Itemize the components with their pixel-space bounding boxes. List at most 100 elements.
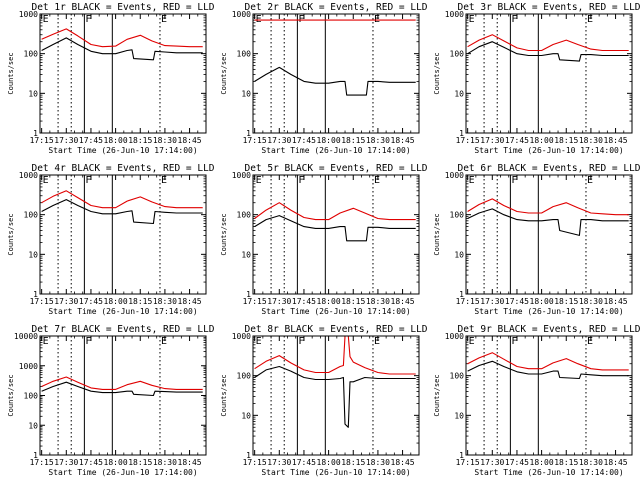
events-series-line bbox=[467, 360, 629, 380]
y-tick-label: 1 bbox=[33, 290, 38, 299]
y-tick-label: 100 bbox=[24, 392, 39, 401]
y-tick-label: 100 bbox=[450, 50, 465, 59]
segment-marker-e: E bbox=[43, 14, 49, 25]
x-tick-label: 18:45 bbox=[178, 297, 202, 306]
segment-marker-f: F bbox=[85, 336, 91, 347]
x-tick-label: 18:00 bbox=[317, 297, 341, 306]
x-tick-label: 17:45 bbox=[79, 458, 103, 467]
y-tick-label: 10 bbox=[454, 89, 464, 98]
y-tick-label: 1 bbox=[33, 451, 38, 460]
panel-title: Det 9r BLACK = Events, RED = LLD bbox=[457, 324, 640, 335]
y-tick-label: 1 bbox=[459, 451, 464, 460]
x-tick-label: 18:00 bbox=[317, 458, 341, 467]
segment-marker-f: F bbox=[85, 175, 91, 186]
segment-marker-f: F bbox=[85, 14, 91, 25]
x-axis-label: Start Time (26-Jun-10 17:14:00) bbox=[261, 468, 410, 477]
y-tick-label: 1000 bbox=[19, 362, 38, 371]
x-tick-label: 18:45 bbox=[604, 297, 628, 306]
segment-marker-f: F bbox=[511, 14, 517, 25]
panel-det-7: Det 7r BLACK = Events, RED = LLD Counts/s… bbox=[7, 324, 215, 477]
segment-marker-e: E bbox=[374, 175, 380, 186]
x-tick-label: 17:15 bbox=[243, 458, 267, 467]
x-tick-label: 17:30 bbox=[54, 458, 78, 467]
x-tick-label: 18:45 bbox=[391, 136, 415, 145]
y-tick-label: 100 bbox=[237, 211, 252, 220]
x-tick-label: 17:30 bbox=[480, 297, 504, 306]
segment-marker-e: E bbox=[256, 336, 262, 347]
segment-marker-e: E bbox=[374, 336, 380, 347]
segment-marker-e: E bbox=[43, 175, 49, 186]
y-tick-label: 100 bbox=[450, 211, 465, 220]
y-tick-label: 10 bbox=[241, 250, 251, 259]
y-tick-label: 100 bbox=[237, 50, 252, 59]
lld-series-line bbox=[467, 34, 629, 52]
events-series-line bbox=[467, 208, 629, 236]
x-tick-label: 18:15 bbox=[554, 297, 578, 306]
panel-det-2: Det 2r BLACK = Events, RED = LLD Counts/s… bbox=[220, 2, 428, 155]
panel-det-5: Det 5r BLACK = Events, RED = LLD Counts/s… bbox=[220, 163, 428, 316]
y-tick-label: 1 bbox=[246, 129, 251, 138]
y-tick-label: 10 bbox=[28, 421, 38, 430]
x-tick-label: 18:00 bbox=[104, 297, 128, 306]
events-series-line bbox=[254, 215, 416, 242]
y-tick-label: 10 bbox=[454, 411, 464, 420]
panel-title: Det 2r BLACK = Events, RED = LLD bbox=[244, 2, 427, 13]
segment-marker-e: E bbox=[161, 14, 167, 25]
y-tick-label: 1 bbox=[246, 290, 251, 299]
x-tick-label: 17:30 bbox=[54, 297, 78, 306]
x-tick-label: 17:45 bbox=[292, 136, 316, 145]
segment-marker-e: E bbox=[469, 336, 475, 347]
x-tick-label: 17:15 bbox=[456, 297, 480, 306]
x-tick-label: 18:45 bbox=[391, 458, 415, 467]
y-tick-label: 100 bbox=[24, 211, 39, 220]
panel-title: Det 6r BLACK = Events, RED = LLD bbox=[457, 163, 640, 174]
y-tick-label: 10 bbox=[454, 250, 464, 259]
x-axis-label: Start Time (26-Jun-10 17:14:00) bbox=[48, 307, 197, 316]
y-axis-label: Counts/sec bbox=[433, 374, 441, 416]
y-tick-label: 1000 bbox=[232, 10, 251, 19]
x-axis-label: Start Time (26-Jun-10 17:14:00) bbox=[261, 307, 410, 316]
plot-frame bbox=[252, 13, 420, 134]
x-tick-label: 18:45 bbox=[178, 136, 202, 145]
x-tick-label: 18:30 bbox=[366, 136, 390, 145]
x-tick-label: 17:45 bbox=[79, 297, 103, 306]
plot-frame bbox=[465, 335, 633, 456]
y-tick-label: 1000 bbox=[445, 332, 464, 341]
segment-marker-f: F bbox=[511, 175, 517, 186]
y-tick-label: 1 bbox=[459, 129, 464, 138]
x-axis-label: Start Time (26-Jun-10 17:14:00) bbox=[48, 468, 197, 477]
x-tick-label: 18:45 bbox=[604, 458, 628, 467]
x-tick-label: 18:15 bbox=[554, 458, 578, 467]
plot-frame bbox=[465, 174, 633, 295]
y-tick-label: 1000 bbox=[232, 332, 251, 341]
x-tick-label: 17:15 bbox=[243, 297, 267, 306]
panel-det-8: Det 8r BLACK = Events, RED = LLD Counts/s… bbox=[220, 324, 428, 477]
y-tick-label: 1000 bbox=[19, 10, 38, 19]
x-tick-label: 17:30 bbox=[480, 136, 504, 145]
x-tick-label: 17:15 bbox=[30, 297, 54, 306]
x-tick-label: 18:00 bbox=[530, 136, 554, 145]
lld-series-line bbox=[467, 352, 629, 371]
x-tick-label: 18:15 bbox=[341, 136, 365, 145]
x-tick-label: 17:15 bbox=[30, 458, 54, 467]
x-axis-label: Start Time (26-Jun-10 17:14:00) bbox=[474, 146, 623, 155]
segment-marker-f: F bbox=[298, 336, 304, 347]
y-axis-label: Counts/sec bbox=[433, 213, 441, 255]
y-tick-label: 1000 bbox=[445, 10, 464, 19]
events-series-line bbox=[41, 381, 203, 397]
y-axis-label: Counts/sec bbox=[220, 374, 228, 416]
plot-frame bbox=[39, 174, 207, 295]
x-tick-label: 17:45 bbox=[79, 136, 103, 145]
y-axis-label: Counts/sec bbox=[7, 213, 15, 255]
segment-marker-e: E bbox=[587, 14, 593, 25]
panel-title: Det 7r BLACK = Events, RED = LLD bbox=[31, 324, 214, 335]
x-tick-label: 18:00 bbox=[317, 136, 341, 145]
panel-det-6: Det 6r BLACK = Events, RED = LLD Counts/s… bbox=[433, 163, 640, 316]
x-tick-label: 18:30 bbox=[579, 136, 603, 145]
y-tick-label: 10000 bbox=[14, 332, 38, 341]
x-tick-label: 18:30 bbox=[153, 297, 177, 306]
panel-det-9: Det 9r BLACK = Events, RED = LLD Counts/s… bbox=[433, 324, 640, 477]
x-tick-label: 18:15 bbox=[128, 136, 152, 145]
x-tick-label: 18:30 bbox=[579, 297, 603, 306]
x-axis-label: Start Time (26-Jun-10 17:14:00) bbox=[474, 307, 623, 316]
